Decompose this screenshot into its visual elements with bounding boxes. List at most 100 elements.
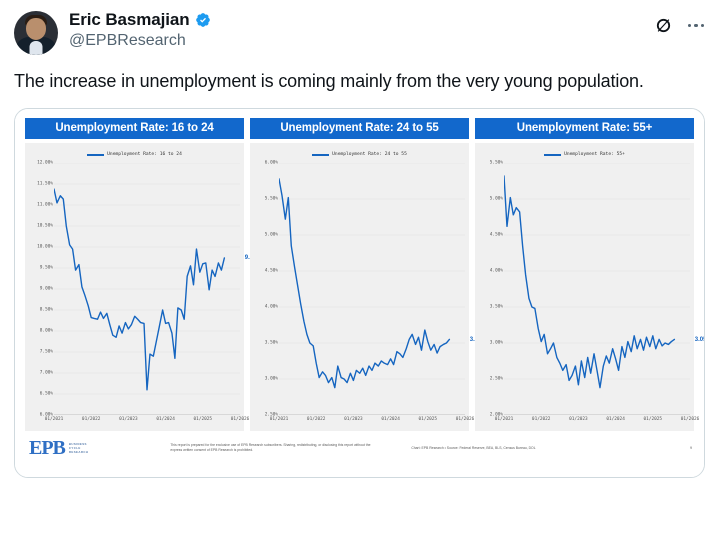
x-tick-label: 01/2024	[606, 417, 625, 423]
y-tick-label: 5.00%	[489, 196, 503, 202]
y-tick-label: 5.50%	[489, 160, 503, 166]
x-tick-label: 01/2021	[44, 417, 64, 423]
x-tick-label: 01/2026	[230, 417, 250, 423]
author-handle[interactable]: @EPBResearch	[69, 31, 186, 49]
x-tick-label: 01/2023	[344, 417, 363, 423]
author-block: Eric Basmajian @EPBResearch	[69, 10, 211, 50]
y-tick-label: 4.50%	[489, 232, 503, 238]
x-tick-label: 01/2023	[119, 417, 138, 423]
y-tick-label: 3.50%	[264, 340, 278, 346]
more-options-icon[interactable]	[687, 20, 705, 31]
x-tick-label: 01/2022	[81, 417, 101, 423]
x-tick-label: 01/2022	[306, 417, 326, 423]
chart-axes-1: 12.00% 11.50% 11.00% 10.50% 10.00% 9.50% 9.00%…	[25, 160, 262, 431]
x-tick-label: 01/2025	[193, 417, 213, 423]
x-tick-label: 01/2021	[269, 417, 289, 423]
epb-logo-subtitle: BUSINESS CYCLE RESEARCH	[69, 442, 88, 455]
y-tick-label: 8.50%	[39, 307, 53, 313]
chart-panels: Unemployment Rate: 16 to 24 Unemployment …	[25, 118, 704, 432]
x-tick-label: 01/2021	[494, 417, 514, 423]
avatar[interactable]	[14, 11, 58, 55]
x-tick-label: 01/2025	[643, 417, 663, 423]
epb-logo-mark: EPB	[29, 436, 66, 459]
y-tick-label: 2.50%	[264, 412, 278, 418]
disclaimer-text: This report is prepared for the exclusiv…	[170, 443, 371, 453]
y-axis-labels-2: 6.00% 5.50% 5.00% 4.50% 4.00% 3.50% 3.00% 2.50%	[252, 160, 278, 418]
y-tick-label: 12.00%	[37, 160, 53, 166]
tweet-media-card[interactable]: Unemployment Rate: 16 to 24 Unemployment …	[14, 108, 705, 479]
author-display-name[interactable]: Eric Basmajian	[69, 10, 190, 29]
y-tick-label: 5.50%	[264, 196, 278, 202]
logo-sub-line-3: RESEARCH	[68, 450, 89, 455]
y-tick-label: 11.00%	[37, 202, 53, 208]
legend-swatch-icon	[87, 154, 105, 156]
chart-legend-3: Unemployment Rate: 55+	[475, 152, 694, 157]
y-tick-label: 7.50%	[39, 349, 53, 355]
legend-label: Unemployment Rate: 24 to 55	[332, 152, 407, 158]
source-text: Chart: EPB Research • Source: Federal Re…	[411, 446, 536, 451]
y-tick-label: 7.00%	[39, 370, 53, 376]
x-tick-label: 01/2023	[569, 417, 588, 423]
chart-legend-2: Unemployment Rate: 24 to 55	[250, 152, 469, 157]
legend-swatch-icon	[312, 154, 330, 156]
y-tick-label: 9.00%	[39, 286, 53, 292]
x-axis-labels-3: 01/2021 01/2022 01/2023 01/2024 01/2025 01/20…	[495, 417, 700, 429]
chart-axes-2: 6.00% 5.50% 5.00% 4.50% 4.00% 3.50% 3.00% 2.50%…	[250, 160, 487, 431]
y-tick-label: 9.50%	[39, 265, 53, 271]
header-actions	[654, 16, 705, 35]
x-axis-labels-1: 01/2021 01/2022 01/2023 01/2024 01/2025 01/20…	[45, 417, 250, 429]
y-tick-label: 5.00%	[264, 232, 278, 238]
chart-panel-1: Unemployment Rate: 16 to 24 Unemployment …	[25, 118, 262, 432]
grok-icon[interactable]	[654, 16, 673, 35]
y-tick-label: 3.00%	[264, 376, 278, 382]
chart-plot-3[interactable]: Unemployment Rate: 55+ 5.50% 5.00% 4.50% 4.0…	[475, 143, 704, 432]
y-tick-label: 6.00%	[39, 412, 53, 418]
chart-panel-2: Unemployment Rate: 24 to 55 Unemployment …	[250, 118, 487, 432]
chart-title-3: Unemployment Rate: 55+	[475, 118, 694, 140]
chart-line-area-2	[279, 163, 465, 415]
chart-plot-1[interactable]: Unemployment Rate: 16 to 24 12.00% 11.50% 1…	[25, 143, 262, 432]
y-tick-label: 10.00%	[37, 244, 53, 250]
chart-axes-3: 5.50% 5.00% 4.50% 4.00% 3.50% 3.00% 2.50% 2.00%…	[475, 160, 704, 431]
logo-sub-line-1: BUSINESS	[68, 441, 87, 446]
y-tick-label: 4.00%	[489, 268, 503, 274]
legend-swatch-icon	[544, 154, 562, 156]
chart-legend-1: Unemployment Rate: 16 to 24	[25, 152, 244, 157]
chart-end-value-label-3: 3.05%	[694, 336, 704, 343]
y-tick-label: 3.00%	[489, 340, 503, 346]
slide-footer: EPB BUSINESS CYCLE RESEARCH This report …	[15, 419, 704, 477]
x-axis-labels-2: 01/2021 01/2022 01/2023 01/2024 01/2025 01/20…	[270, 417, 475, 429]
y-tick-label: 10.50%	[37, 223, 53, 229]
chart-title-2: Unemployment Rate: 24 to 55	[250, 118, 469, 140]
chart-panel-3: Unemployment Rate: 55+ Unemployment Rate:…	[475, 118, 704, 432]
verified-icon	[195, 12, 210, 27]
x-tick-label: 01/2026	[455, 417, 475, 423]
y-tick-label: 3.50%	[489, 304, 503, 310]
tweet-text: The increase in unemployment is coming m…	[14, 71, 644, 91]
x-tick-label: 01/2022	[531, 417, 551, 423]
report-slide: Unemployment Rate: 16 to 24 Unemployment …	[15, 109, 704, 478]
page-number: 9	[690, 446, 692, 451]
y-axis-labels-1: 12.00% 11.50% 11.00% 10.50% 10.00% 9.50% 9.00%…	[27, 160, 53, 418]
logo-sub-line-2: CYCLE	[68, 446, 81, 451]
y-tick-label: 6.00%	[264, 160, 278, 166]
y-tick-label: 2.00%	[489, 412, 503, 418]
x-tick-label: 01/2025	[418, 417, 438, 423]
legend-label: Unemployment Rate: 16 to 24	[107, 152, 182, 158]
x-tick-label: 01/2024	[381, 417, 400, 423]
y-tick-label: 4.00%	[264, 304, 278, 310]
x-tick-label: 01/2026	[680, 417, 700, 423]
y-tick-label: 8.00%	[39, 328, 53, 334]
chart-plot-2[interactable]: Unemployment Rate: 24 to 55 6.00% 5.50% 5.0…	[250, 143, 487, 432]
y-tick-label: 11.50%	[37, 181, 53, 187]
chart-title-1: Unemployment Rate: 16 to 24	[25, 118, 244, 140]
y-axis-labels-3: 5.50% 5.00% 4.50% 4.00% 3.50% 3.00% 2.50% 2.00%	[477, 160, 503, 418]
legend-label: Unemployment Rate: 55+	[564, 152, 625, 158]
y-tick-label: 6.50%	[39, 391, 53, 397]
tweet-header: Eric Basmajian @EPBResearch	[14, 10, 705, 55]
y-tick-label: 4.50%	[264, 268, 278, 274]
chart-line-area-1	[54, 163, 240, 415]
chart-line-area-3	[504, 163, 690, 415]
epb-logo: EPB BUSINESS CYCLE RESEARCH	[29, 437, 88, 460]
